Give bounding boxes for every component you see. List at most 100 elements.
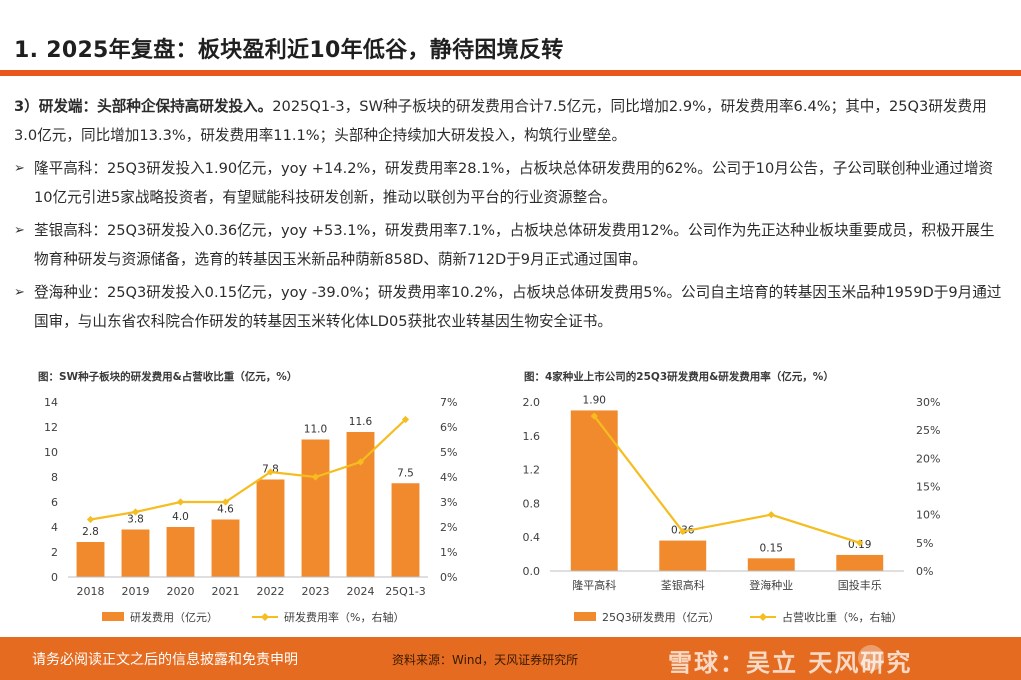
- watermark-logo-icon: [858, 645, 884, 671]
- chart1-ytick-label: 0: [51, 571, 58, 584]
- chart2-xtick-label: 隆平高科: [572, 578, 616, 592]
- chart1-y2tick-label: 5%: [440, 446, 457, 459]
- chart1-rate-line: [90, 418, 407, 521]
- chart1-rate-point: [86, 515, 95, 524]
- chart2-xtick-label: 登海种业: [749, 578, 793, 592]
- title-divider: [0, 70, 1021, 76]
- page-title: 1. 2025年复盘：板块盈利近10年低谷，静待困境反转: [14, 38, 564, 63]
- chart2-xtick-label: 国投丰乐: [838, 578, 882, 592]
- chart1-bar: [391, 483, 420, 577]
- chart1: 0 2 4 6 8 10 12 14 0% 1% 2% 3% 4% 5% 6% 7% 2.8 2018 3.8 201…: [44, 396, 457, 624]
- chart1-y2tick-label: 6%: [440, 421, 457, 434]
- chart2-y2tick-label: 25%: [916, 424, 940, 437]
- chart1-data-label: 4.0: [172, 511, 189, 523]
- chart1-bar: [301, 439, 330, 577]
- chart1-y2tick-label: 4%: [440, 471, 457, 484]
- chart1-xtick-label: 2018: [77, 585, 105, 598]
- chart1-ytick-label: 12: [44, 421, 58, 434]
- chart1-ytick-label: 6: [51, 496, 58, 509]
- chart1-data-label: 2.8: [82, 526, 99, 538]
- chart1-title: 图：SW种子板块的研发费用&占营收比重（亿元，%）: [38, 371, 298, 383]
- chart2-bar: [836, 554, 884, 571]
- chart1-data-label: 3.8: [127, 514, 144, 526]
- chart2-rate-line: [593, 415, 861, 544]
- chart1-legend-bar-label: 研发费用（亿元）: [130, 610, 218, 624]
- chart1-rate-point: [176, 498, 185, 506]
- summary-lead: 3）研发端：头部种企保持高研发投入。: [14, 98, 273, 115]
- chart2-ytick-label: 2.0: [523, 396, 541, 409]
- chart1-rate-point: [221, 498, 230, 506]
- chart2: 0.0 0.4 0.8 1.2 1.6 2.0 0% 5% 10% 15% 20% 25% 30% 1.9…: [523, 394, 941, 624]
- chart1-rate-point: [266, 468, 275, 476]
- chart2-rate-point: [590, 412, 598, 420]
- chart2-data-label: 0.15: [760, 542, 783, 554]
- chart1-y2tick-label: 0%: [440, 571, 457, 584]
- chart1-legend-bar-swatch: [102, 612, 124, 621]
- chart1-xtick-label: 2019: [122, 585, 150, 598]
- chart1-data-label: 7.5: [397, 467, 414, 479]
- chart1-xtick-label: 25Q1-3: [385, 585, 426, 598]
- chart1-xtick-label: 2021: [212, 585, 240, 598]
- chart1-xtick-label: 2022: [257, 585, 285, 598]
- footer: 请务必阅读正文之后的信息披露和免责申明 资料来源：Wind，天风证券研究所 雪球…: [0, 637, 1021, 680]
- chart2-ytick-label: 0.4: [523, 531, 541, 544]
- body-text: 3）研发端：头部种企保持高研发投入。2025Q1-3，SW种子板块的研发费用合计…: [14, 92, 1009, 340]
- chart2-data-label: 1.90: [583, 394, 606, 406]
- chart1-xtick-label: 2020: [167, 585, 195, 598]
- chart1-rate-point: [311, 473, 320, 481]
- chart1-rate-point: [131, 508, 140, 516]
- chart1-y2tick-label: 1%: [440, 546, 457, 559]
- chart2-y2tick-label: 0%: [916, 565, 933, 578]
- chart1-data-label: 11.6: [349, 416, 373, 428]
- chart1-data-label: 4.6: [217, 504, 234, 516]
- chart1-y2tick-label: 2%: [440, 521, 457, 534]
- bullet-quanyin: 荃银高科：25Q3研发投入0.36亿元，yoy +53.1%，研发费用率7.1%…: [14, 216, 1009, 274]
- chart1-ytick-label: 10: [44, 446, 58, 459]
- summary-text: 2025Q1-3，SW种子板块的研发费用合计7.5亿元，同比增加2.9%，研发费…: [14, 98, 987, 144]
- chart1-rate-point: [356, 458, 365, 466]
- chart2-legend-line-marker: [759, 613, 767, 621]
- chart1-data-label: 11.0: [304, 424, 327, 436]
- footer-disclaimer-link[interactable]: 请务必阅读正文之后的信息披露和免责申明: [32, 652, 298, 668]
- chart2-bar: [659, 540, 707, 571]
- chart2-y2tick-label: 30%: [916, 396, 940, 409]
- bullet-longping: 隆平高科：25Q3研发投入1.90亿元，yoy +14.2%，研发费用率28.1…: [14, 154, 1009, 212]
- chart1-bar: [76, 542, 105, 577]
- chart1-xtick-label: 2024: [347, 585, 375, 598]
- chart1-bar: [211, 519, 240, 577]
- footer-source: 资料来源：Wind，天风证券研究所: [392, 653, 579, 667]
- chart1-bar: [121, 529, 150, 577]
- watermark: 雪球：吴立 天风研究: [668, 649, 913, 677]
- bullet-denghai: 登海种业：25Q3研发投入0.15亿元，yoy -39.0%；研发费用率10.2…: [14, 278, 1009, 336]
- chart2-xtick-label: 荃银高科: [661, 578, 705, 592]
- chart1-y2tick-label: 7%: [440, 396, 457, 409]
- chart1-legend-line-label: 研发费用率（%，右轴）: [284, 610, 404, 624]
- chart1-legend-line-marker: [261, 613, 269, 621]
- chart2-y2tick-label: 5%: [916, 537, 933, 550]
- chart1-bar: [166, 527, 195, 577]
- chart1-bar: [256, 479, 285, 577]
- chart2-title: 图：4家种业上市公司的25Q3研发费用&研发费用率（亿元，%）: [524, 371, 834, 383]
- chart1-y2tick-label: 3%: [440, 496, 457, 509]
- chart2-ytick-label: 0.0: [523, 565, 541, 578]
- chart2-y2tick-label: 20%: [916, 452, 940, 465]
- summary-paragraph: 3）研发端：头部种企保持高研发投入。2025Q1-3，SW种子板块的研发费用合计…: [14, 92, 1009, 150]
- chart1-ytick-label: 14: [44, 396, 58, 409]
- chart1-ytick-label: 4: [51, 521, 58, 534]
- chart2-y2tick-label: 10%: [916, 509, 940, 522]
- chart2-ytick-label: 0.8: [523, 497, 541, 510]
- chart2-y2tick-label: 15%: [916, 481, 940, 494]
- chart2-ytick-label: 1.2: [523, 464, 541, 477]
- chart1-xtick-label: 2023: [302, 585, 330, 598]
- chart1-ytick-label: 8: [51, 471, 58, 484]
- chart1-bar: [346, 432, 375, 577]
- chart2-ytick-label: 1.6: [523, 430, 541, 443]
- chart2-rate-point: [767, 511, 775, 519]
- chart2-bar: [747, 558, 795, 571]
- chart1-ytick-label: 2: [51, 546, 58, 559]
- chart2-bar: [570, 410, 618, 571]
- chart2-legend-bar-label: 25Q3研发费用（亿元）: [602, 610, 720, 624]
- chart1-rate-point: [401, 415, 410, 424]
- chart2-legend-bar-swatch: [574, 612, 596, 621]
- chart2-legend-line-label: 占营收比重（%，右轴）: [782, 610, 902, 624]
